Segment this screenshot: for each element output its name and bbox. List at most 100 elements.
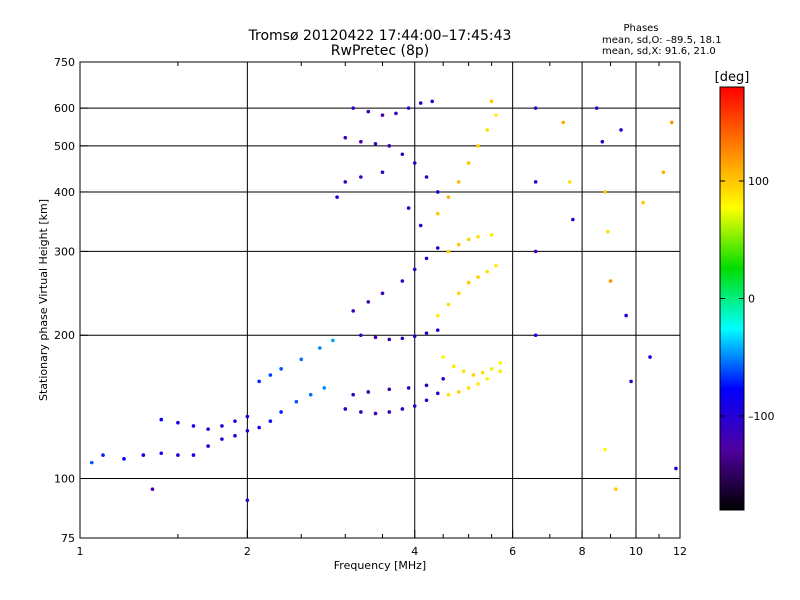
- data-point: [400, 336, 405, 341]
- data-point: [406, 386, 411, 390]
- data-point: [322, 386, 327, 390]
- data-point: [257, 379, 261, 384]
- data-point: [387, 387, 392, 392]
- data-point: [498, 369, 503, 374]
- data-point: [441, 377, 445, 381]
- colorbar-ticks: 100 0 –100: [720, 175, 775, 423]
- data-point: [614, 487, 618, 491]
- data-point: [480, 370, 485, 375]
- data-point: [373, 141, 378, 146]
- data-point: [476, 382, 480, 386]
- data-point: [159, 417, 164, 422]
- data-point: [485, 269, 489, 274]
- data-point: [418, 101, 423, 105]
- data-point: [476, 234, 480, 239]
- y-tick-label: 300: [54, 245, 75, 258]
- data-points: [89, 99, 678, 503]
- data-point: [122, 457, 126, 461]
- x-tick-label: 4: [411, 545, 418, 558]
- data-point: [594, 106, 599, 110]
- data-point: [373, 335, 378, 340]
- data-point: [191, 424, 196, 428]
- data-point: [435, 328, 440, 332]
- data-point: [641, 200, 645, 205]
- data-point: [343, 407, 348, 411]
- data-point: [279, 410, 283, 414]
- data-point: [245, 428, 250, 433]
- data-point: [233, 419, 237, 423]
- data-point: [343, 180, 348, 184]
- data-point: [561, 120, 566, 125]
- data-point: [387, 410, 392, 414]
- data-point: [446, 249, 451, 254]
- data-point: [533, 333, 538, 338]
- data-point: [101, 453, 105, 457]
- data-point: [406, 106, 411, 110]
- data-point: [494, 263, 498, 268]
- data-point: [245, 498, 250, 503]
- data-point: [674, 466, 678, 471]
- data-point: [257, 425, 261, 430]
- data-point: [380, 113, 385, 117]
- data-point: [471, 373, 476, 377]
- data-point: [394, 111, 398, 116]
- y-tick-label: 400: [54, 186, 75, 199]
- data-point: [476, 275, 480, 279]
- data-point: [600, 139, 605, 144]
- data-point: [331, 338, 335, 343]
- colorbar-tick-label: 100: [748, 175, 769, 188]
- data-point: [451, 364, 456, 369]
- x-tick-label: 2: [244, 545, 251, 558]
- data-point: [435, 246, 440, 250]
- data-point: [176, 453, 180, 457]
- data-point: [400, 279, 405, 283]
- data-point: [268, 419, 273, 423]
- data-point: [380, 291, 385, 296]
- data-point: [629, 379, 633, 384]
- data-point: [412, 161, 417, 165]
- data-point: [373, 411, 378, 416]
- data-point: [466, 280, 471, 285]
- data-point: [456, 291, 461, 296]
- data-point: [603, 447, 607, 452]
- data-point: [412, 404, 417, 408]
- x-axis-ticks: 1 2 4 6 8 10 12: [77, 62, 687, 558]
- y-tick-label: 500: [54, 140, 75, 153]
- data-point: [608, 279, 613, 283]
- data-point: [424, 175, 429, 179]
- x-tick-label: 1: [77, 545, 84, 558]
- data-point: [294, 399, 299, 404]
- data-point: [430, 99, 434, 104]
- data-point: [456, 242, 461, 247]
- data-point: [335, 195, 339, 199]
- data-point: [661, 170, 666, 175]
- data-point: [308, 392, 313, 397]
- chart-title: Tromsø 20120422 17:44:00–17:45:43: [248, 28, 512, 44]
- data-point: [351, 309, 355, 313]
- y-tick-label: 750: [54, 56, 75, 69]
- data-point: [299, 357, 304, 362]
- data-point: [424, 398, 429, 403]
- data-point: [446, 195, 451, 199]
- data-point: [89, 460, 94, 465]
- data-point: [366, 300, 371, 304]
- data-point: [489, 233, 494, 237]
- y-tick-label: 600: [54, 102, 75, 115]
- data-point: [351, 392, 355, 397]
- data-point: [141, 453, 146, 457]
- data-point: [380, 170, 385, 175]
- data-point: [424, 331, 429, 335]
- data-point: [150, 487, 155, 491]
- colorbar-tick-label: 0: [748, 293, 755, 306]
- data-point: [412, 267, 417, 272]
- data-point: [533, 249, 538, 254]
- data-point: [466, 237, 471, 242]
- data-point: [279, 367, 283, 371]
- data-point: [461, 369, 466, 374]
- data-point: [466, 161, 471, 165]
- colorbar-tick-label: –100: [748, 410, 775, 423]
- data-point: [624, 313, 628, 318]
- y-tick-label: 100: [54, 473, 75, 486]
- data-point: [603, 190, 607, 194]
